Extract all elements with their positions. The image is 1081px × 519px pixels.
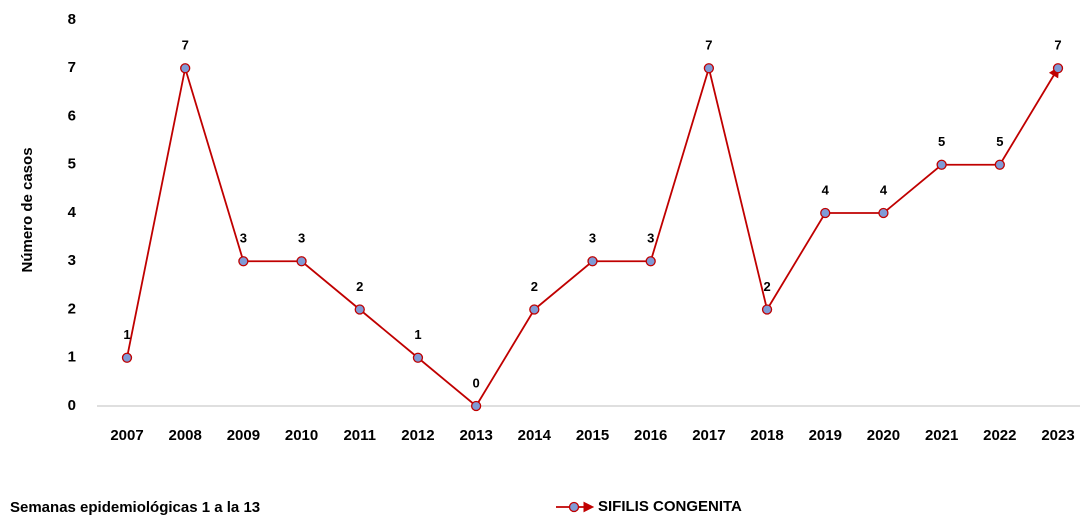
x-tick-label: 2010: [285, 427, 318, 444]
data-label: 3: [647, 231, 654, 246]
x-tick-label: 2008: [169, 427, 202, 444]
x-tick-label: 2020: [867, 427, 900, 444]
data-label: 5: [996, 134, 1003, 149]
x-tick-label: 2007: [110, 427, 143, 444]
data-point: [645, 256, 656, 267]
y-tick-label: 7: [68, 59, 76, 76]
y-tick-label: 6: [68, 107, 76, 124]
x-tick-label: 2012: [401, 427, 434, 444]
data-point: [180, 63, 191, 74]
x-tick-label: 2021: [925, 427, 958, 444]
x-tick-label: 2016: [634, 427, 667, 444]
x-tick-label: 2023: [1041, 427, 1074, 444]
x-tick-label: 2022: [983, 427, 1016, 444]
data-point: [761, 304, 773, 315]
y-tick-label: 1: [68, 349, 76, 366]
y-tick-label: 4: [68, 204, 77, 221]
x-tick-label: 2018: [750, 427, 783, 444]
data-point: [1052, 63, 1064, 74]
data-label: 3: [589, 231, 596, 246]
data-point: [238, 256, 249, 267]
data-label: 7: [1054, 38, 1061, 53]
data-point: [703, 63, 715, 74]
data-point: [820, 207, 831, 219]
data-label: 0: [473, 375, 480, 390]
legend-marker: [568, 501, 580, 513]
data-label: 1: [123, 327, 130, 342]
data-label: 4: [880, 182, 888, 197]
data-label: 2: [763, 279, 770, 294]
data-label: 2: [531, 279, 538, 294]
y-tick-label: 8: [68, 11, 76, 28]
data-point: [529, 304, 540, 315]
data-label: 4: [822, 182, 830, 197]
data-label: 5: [938, 134, 945, 149]
data-label: 3: [298, 231, 305, 246]
x-tick-label: 2013: [459, 427, 492, 444]
y-axis-label: Número de casos: [19, 147, 36, 272]
data-point: [354, 304, 365, 315]
data-point: [878, 207, 889, 219]
data-point: [470, 400, 482, 412]
y-tick-label: 3: [68, 252, 76, 269]
y-tick-label: 2: [68, 300, 76, 317]
data-point: [994, 159, 1005, 170]
data-point: [587, 256, 598, 267]
data-label: 2: [356, 279, 363, 294]
x-tick-label: 2011: [343, 427, 376, 444]
data-point: [412, 352, 424, 363]
x-tick-label: 2009: [227, 427, 260, 444]
x-tick-label: 2019: [809, 427, 842, 444]
data-label: 7: [705, 38, 712, 53]
y-tick-label: 0: [68, 397, 76, 414]
x-tick-label: 2014: [518, 427, 552, 444]
y-tick-label: 5: [68, 156, 76, 173]
x-tick-label: 2017: [692, 427, 725, 444]
data-label: 7: [182, 38, 189, 53]
note: Semanas epidemiológicas 1 a la 13: [10, 499, 260, 516]
data-point: [121, 352, 133, 363]
data-label: 1: [414, 327, 421, 342]
x-tick-label: 2015: [576, 427, 609, 444]
data-point: [296, 256, 307, 267]
data-point: [936, 159, 947, 170]
data-label: 3: [240, 231, 247, 246]
legend-label: SIFILIS CONGENITA: [598, 498, 742, 515]
